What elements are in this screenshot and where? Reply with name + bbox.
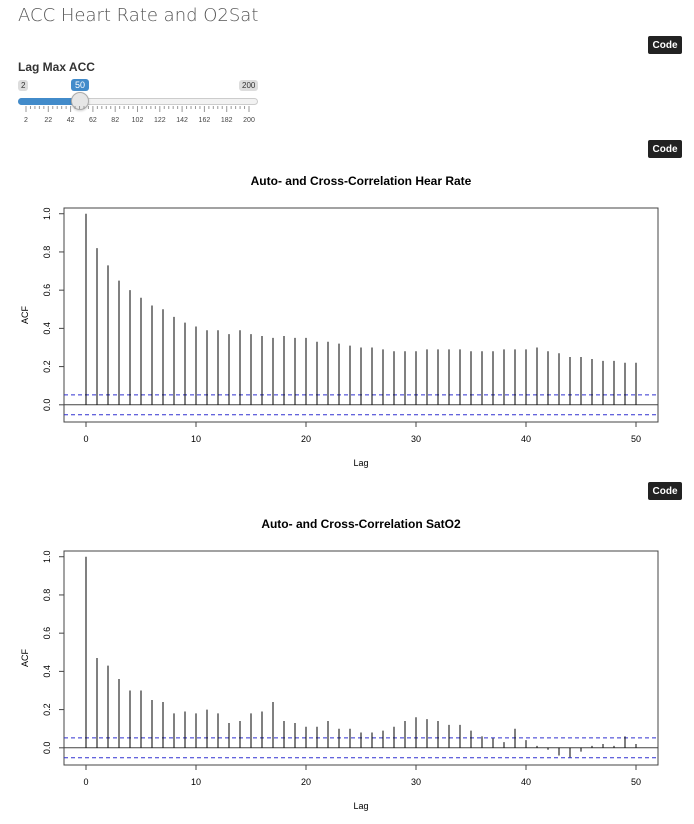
page-title: ACC Heart Rate and O2Sat	[18, 5, 259, 26]
x-tick-label: 50	[631, 777, 641, 787]
slider-tick-label: 142	[176, 117, 188, 124]
acf-chart-heart-rate: Auto- and Cross-Correlation Hear Rate 0 10…	[20, 174, 659, 468]
slider-tick-label: 122	[154, 117, 166, 124]
x-tick-label: 20	[301, 434, 311, 444]
y-tick-label: 0.4	[42, 665, 52, 678]
x-axis-label: Lag	[353, 458, 368, 468]
slider-min-label: 2	[18, 80, 29, 91]
x-axis-label: Lag	[353, 801, 368, 811]
y-tick-label: 1.0	[42, 550, 52, 563]
slider-grid: 2 22 42 62 82 102 122 142 162 182 200	[24, 106, 255, 124]
slider-tick-label: 182	[221, 117, 233, 124]
y-tick-label: 1.0	[42, 207, 52, 220]
chart-title: Auto- and Cross-Correlation SatO2	[261, 517, 461, 531]
chart-title: Auto- and Cross-Correlation Hear Rate	[251, 174, 472, 188]
x-tick-label: 30	[411, 777, 421, 787]
slider-tick-label: 62	[89, 117, 97, 124]
slider-tick-label: 2	[24, 117, 28, 124]
acf-chart-sato2: Auto- and Cross-Correlation SatO2 0 10 20 30…	[20, 517, 659, 811]
slider-tick-label: 42	[67, 117, 75, 124]
x-tick-label: 40	[521, 777, 531, 787]
slider-tick-label: 22	[44, 117, 52, 124]
x-tick-label: 0	[83, 777, 88, 787]
y-axis-label: ACF	[20, 648, 30, 667]
x-tick-label: 10	[191, 434, 201, 444]
y-tick-label: 0.6	[42, 627, 52, 640]
code-button[interactable]: Code	[648, 140, 682, 158]
y-tick-label: 0.4	[42, 322, 52, 335]
x-tick-label: 40	[521, 434, 531, 444]
y-tick-label: 0.8	[42, 589, 52, 602]
x-tick-label: 20	[301, 777, 311, 787]
slider-max-label: 200	[239, 80, 259, 91]
slider-tick-label: 82	[111, 117, 119, 124]
slider-tick-label: 200	[243, 117, 255, 124]
slider-fill	[18, 98, 81, 105]
y-tick-label: 0.0	[42, 742, 52, 755]
plot-frame	[63, 550, 659, 766]
slider-label: Lag Max ACC	[18, 60, 95, 74]
y-tick-label: 0.0	[42, 399, 52, 412]
y-tick-label: 0.2	[42, 360, 52, 373]
code-button[interactable]: Code	[648, 482, 682, 500]
slider-handle[interactable]	[71, 92, 90, 110]
slider-tick-label: 162	[199, 117, 211, 124]
plot-frame	[63, 207, 659, 423]
code-button[interactable]: Code	[648, 36, 682, 54]
y-tick-label: 0.6	[42, 284, 52, 297]
slider-value-label: 50	[71, 79, 90, 91]
x-tick-label: 30	[411, 434, 421, 444]
y-axis-label: ACF	[20, 305, 30, 324]
x-tick-label: 10	[191, 777, 201, 787]
slider-tick-label: 102	[132, 117, 144, 124]
y-tick-label: 0.8	[42, 246, 52, 259]
x-tick-label: 0	[83, 434, 88, 444]
x-tick-label: 50	[631, 434, 641, 444]
y-tick-label: 0.2	[42, 703, 52, 716]
